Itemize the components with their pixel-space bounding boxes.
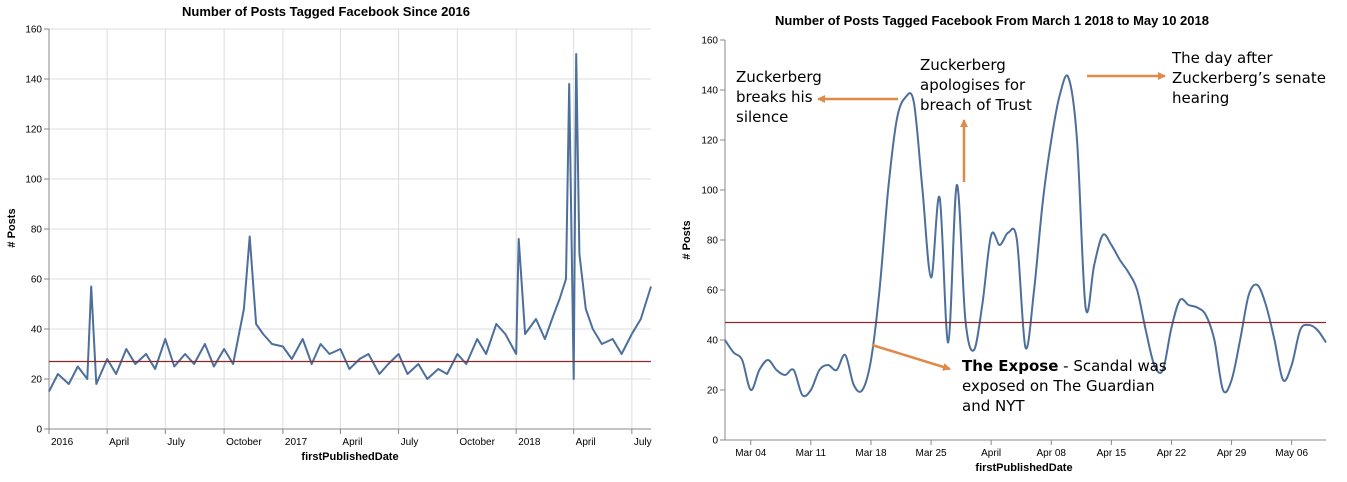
x-tick-label: October <box>459 437 495 448</box>
y-tick-label: 140 <box>25 75 42 86</box>
y-tick-label: 80 <box>707 236 719 247</box>
x-tick-label: July <box>167 437 185 448</box>
x-axis: 2016 April July October 2017 April July October… <box>48 428 652 448</box>
chart-left-svg: Number of Posts Tagged Facebook Since 20… <box>6 4 652 463</box>
annotation-line: exposed on The Guardian <box>962 377 1155 395</box>
x-tick-label: Mar 18 <box>855 448 887 459</box>
chart-facebook-posts-mar-may-2018: Number of Posts Tagged Facebook From Mar… <box>662 0 1347 482</box>
x-axis-label: firstPublishedDate <box>975 462 1072 474</box>
annotation-expose: The Expose - Scandal was exposed on The … <box>962 357 1172 415</box>
annotations: Zuckerberg breaks his silence Zuckerberg… <box>736 49 1331 415</box>
y-tick-label: 60 <box>707 286 719 297</box>
y-tick-label: 160 <box>25 25 42 36</box>
x-tick-label: Mar 04 <box>735 448 767 459</box>
annotation-line: The day after <box>1171 49 1273 67</box>
y-tick-label: 80 <box>31 225 43 236</box>
x-tick-label: Mar 25 <box>915 448 947 459</box>
y-axis-label: # Posts <box>6 208 18 247</box>
annotation-bold: The Expose <box>962 357 1058 375</box>
y-tick-label: 60 <box>31 275 43 286</box>
annotation-line: - Scandal was <box>1058 357 1167 375</box>
y-tick-label: 0 <box>712 436 718 447</box>
annotation-breaks-silence: Zuckerberg breaks his silence <box>736 68 827 126</box>
annotation-line: Zuckerberg’s senate <box>1172 69 1326 87</box>
x-tick-label: April <box>981 448 1001 459</box>
annotation-line: silence <box>736 108 788 126</box>
arrow-expose <box>871 343 951 371</box>
series-line <box>724 74 1327 398</box>
x-tick-label: Apr 22 <box>1157 448 1187 459</box>
y-tick-label: 40 <box>707 336 719 347</box>
x-tick-label: Apr 08 <box>1037 448 1067 459</box>
y-tick-label: 160 <box>701 36 718 47</box>
x-axis: Mar 04 Mar 11 Mar 18 Mar 25 April Apr 08 Apr 1… <box>725 439 1326 459</box>
x-tick-label: Apr 15 <box>1097 448 1127 459</box>
x-tick-label: April <box>576 437 596 448</box>
annotation-line: breach of Trust <box>920 96 1032 114</box>
x-tick-label: April <box>342 437 362 448</box>
annotation-line: hearing <box>1172 89 1229 107</box>
chart-facebook-posts-since-2016: Number of Posts Tagged Facebook Since 20… <box>0 0 662 482</box>
y-axis: 0 20 40 60 80 100 120 140 160 <box>25 25 50 436</box>
annotation-line: breaks his <box>736 88 813 106</box>
x-tick-label: July <box>634 437 652 448</box>
annotation-apologises: Zuckerberg apologises for breach of Trus… <box>920 56 1032 114</box>
y-tick-label: 140 <box>701 86 718 97</box>
chart-right-svg: Number of Posts Tagged Facebook From Mar… <box>681 13 1331 474</box>
x-axis-label: firstPublishedDate <box>301 451 398 463</box>
y-axis: 0 20 40 60 80 100 120 140 160 <box>701 36 726 447</box>
chart-title: Number of Posts Tagged Facebook From Mar… <box>775 13 1209 28</box>
y-tick-label: 100 <box>701 186 718 197</box>
series-lines <box>48 53 652 392</box>
annotation-line: and NYT <box>962 397 1025 415</box>
annotation-line: Zuckerberg <box>920 56 1006 74</box>
x-tick-label: October <box>226 437 262 448</box>
x-tick-label: 2016 <box>51 437 74 448</box>
y-tick-label: 0 <box>36 425 42 436</box>
y-tick-label: 100 <box>25 175 42 186</box>
x-tick-label: 2018 <box>518 437 541 448</box>
annotation-line: Zuckerberg <box>736 68 822 86</box>
y-axis-label: # Posts <box>681 220 693 259</box>
y-tick-label: 20 <box>31 375 43 386</box>
annotation-line: apologises for <box>920 76 1026 94</box>
series-line <box>48 53 652 392</box>
x-tick-label: July <box>401 437 419 448</box>
y-tick-label: 120 <box>701 136 718 147</box>
annotation-senate-hearing: The day after Zuckerberg’s senate hearin… <box>1171 49 1331 107</box>
y-tick-label: 20 <box>707 386 719 397</box>
chart-title: Number of Posts Tagged Facebook Since 20… <box>182 4 470 19</box>
series-lines <box>724 74 1327 398</box>
annotation-arrows <box>817 72 1166 371</box>
grid-lines <box>48 28 651 430</box>
y-tick-label: 120 <box>25 125 42 136</box>
x-tick-label: May 06 <box>1275 448 1308 459</box>
x-tick-label: April <box>109 437 129 448</box>
y-tick-label: 40 <box>31 325 43 336</box>
x-tick-label: Mar 11 <box>796 448 827 459</box>
x-tick-label: Apr 29 <box>1217 448 1247 459</box>
x-tick-label: 2017 <box>285 437 308 448</box>
